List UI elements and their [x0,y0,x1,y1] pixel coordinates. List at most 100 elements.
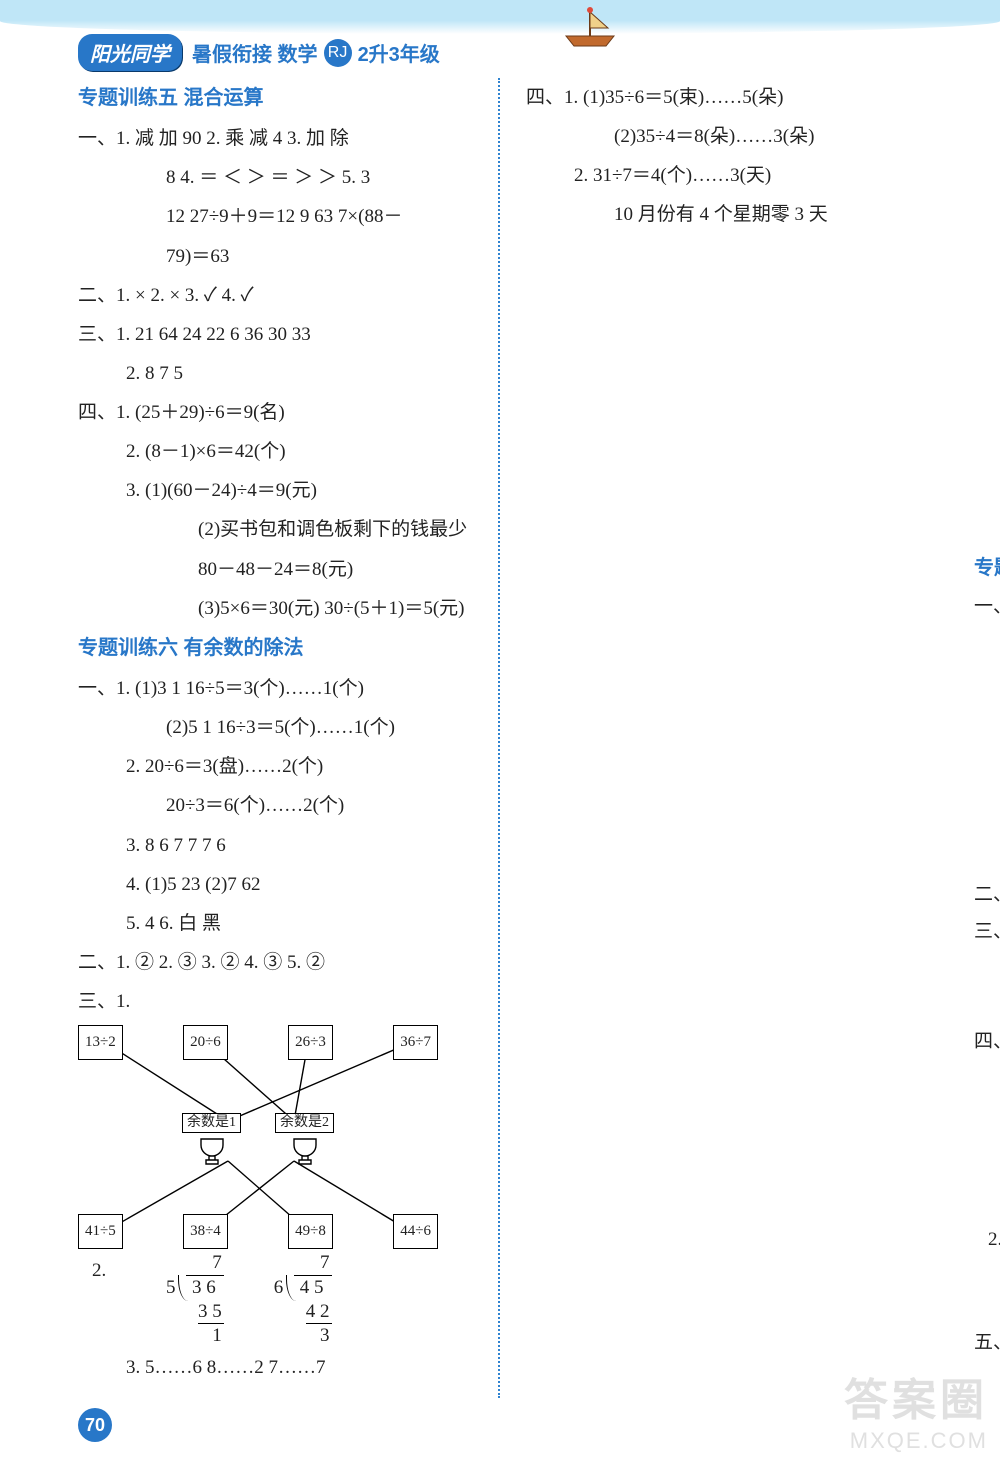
cup-1: 余数是1 [182,1113,241,1164]
text-line: (2)33÷5＝6(条)……3(人) 6＋1＝7(条) [974,235,1000,274]
ld-dividend: 4 5 [300,1277,324,1298]
text-line: 最多够小猴子吃 4 天 [974,508,1000,547]
text-line: 一、1. 10 10 1000 100 2. 1024 [974,589,1000,625]
text-line: 4. (1)5 23 (2)7 62 [78,865,492,904]
boat-icon [560,4,620,48]
item-label: 2. [974,1220,1000,1259]
text-line: (2)35÷4＝8(朵)……3(朵) [526,117,940,156]
text-line: (2)5 1 16÷3＝5(个)……1(个) [78,708,492,747]
text-line: (3)5×6＝30(元) 30÷(5＋1)＝5(元) [78,589,492,628]
text-line: 5063 五千零六十三 3. 十 千 4. 千 [974,661,1000,697]
text-line: 7000 7500 8750 9000 10000 8. 8500 [974,769,1000,805]
item-label: 三、1. [78,982,492,1021]
text-line: 二、1. × 2. × 3. ✓ 4. ✓ [78,276,492,315]
text-line: 5. 6×7＋3＝45(人) [974,352,1000,391]
text-line: 二、1. ③ 2. ③ 3. ③ 4. ① 5. ③ [974,877,1000,913]
text-line: 4. (1)33÷7＝4(条)……5(人) 4＋1＝5(条) [974,156,1000,195]
text-line: 需要租 7 条 [974,274,1000,313]
eq-box: 41÷5 [78,1214,123,1249]
eq-box: 13÷2 [78,1025,123,1060]
text-line: 一千零二十四 4010 四千零一十 [974,625,1000,661]
text-line: 2. 40 6 6000 30 9000 6 [974,986,1000,1022]
trophy-icon [290,1135,320,1165]
text-line: 9. 9999 10000 1 [974,841,1000,877]
eq-box: 38÷4 [183,1214,228,1249]
text-line: 三、1. 70 1500 240 1000 1500 1100 [974,914,1000,950]
ld-quotient: 7 [186,1251,224,1275]
item-label: 2. [78,1251,126,1290]
eq-box: 44÷6 [393,1214,438,1249]
text-line: 3. 1 小时＝60 分钟 60÷9＝6(个)……6(分) [974,78,1000,117]
subject-text: 暑假衔接 数学 [192,38,318,67]
text-line: 5008 5080 5800(后两个空答案不唯一) [974,805,1000,841]
text-line: 3. 5……6 8……2 7……7 [78,1348,492,1387]
text-line: 80－48－24＝8(元) [78,550,492,589]
ld-rem: 3 [306,1324,332,1348]
ld-divisor: 6 [274,1276,284,1300]
text-line: 2. 8 7 5 [78,354,492,393]
text-line: 20÷3＝6(个)……2(个) [78,786,492,825]
longdiv-block: 2. 7 53 6 3 5 1 7 64 5 4 2 3 [78,1251,492,1348]
section-6-title: 专题训练六 有余数的除法 [78,628,492,669]
text-line: 18÷4＝4(天)……2(个) [974,430,1000,469]
text-line: 40÷8＝5(天) [974,469,1000,508]
text-line: 6. 20÷3＝6(天)……2(个) [974,391,1000,430]
ld-divisor: 5 [166,1276,176,1300]
text-line: 2. (8－1)×6＝42(个) [78,432,492,471]
text-line: 百 7799 7801 5. 8 6 6 6 6. ＜ ＞ [974,697,1000,733]
text-line: 四、1. (25＋29)÷6＝9(名) [78,393,492,432]
page-header: 阳光同学 暑假衔接 数学 RJ 2升3年级 [78,34,440,71]
long-division: 7 53 6 3 5 1 [186,1251,224,1348]
ld-sub: 4 2 [306,1300,332,1325]
text-line: 3. (1)(60－24)÷4＝9(元) [78,471,492,510]
section-7-title: 专题训练七 万以内数的认识 [974,548,1000,589]
page-number: 70 [78,1408,112,1442]
ld-quotient: 7 [294,1251,332,1275]
column-rule [498,78,500,1398]
eq-box: 26÷3 [288,1025,333,1060]
watermark-line2: MXQE.COM [844,1428,988,1454]
eq-box: 49÷8 [288,1214,333,1249]
cup-label: 余数是1 [182,1113,241,1132]
text-line: 一、1. 减 加 90 2. 乘 减 4 3. 加 除 [78,119,492,158]
text-line: 5. 4 6. 白 黑 [78,904,492,943]
answer-content: 专题训练五 混合运算 一、1. 减 加 90 2. 乘 减 4 3. 加 除 8… [78,78,940,1414]
long-division: 7 64 5 4 2 3 [294,1251,332,1348]
text-line: 四、1. (1)35÷6＝5(束)……5(朵) [526,78,940,117]
text-line: 10 月份有 4 个星期零 3 天 [526,195,940,234]
text-line: (2)买书包和调色板剩下的钱最少 [78,510,492,549]
eq-box: 20÷6 [183,1025,228,1060]
ld-dividend: 3 6 [192,1277,216,1298]
ld-rem: 1 [198,1324,224,1348]
text-line: 一、1. (1)3 1 16÷5＝3(个)……1(个) [78,669,492,708]
text-line: ＞ ＜ 7. 960 980 1000 1005 1020 [974,733,1000,769]
text-line: 二、1. ② 2. ③ 3. ② 4. ③ 5. ② [78,943,492,982]
cup-label: 余数是2 [275,1113,334,1132]
text-line: 79)＝63 [78,237,492,276]
text-line: 需要租 5 条 [974,195,1000,234]
header-wave [0,0,1000,34]
text-line: 2. 20÷6＝3(盘)……2(个) [78,747,492,786]
text-line: 五、1. (1)低一些 (2)高得多 (3)低得多 [974,1323,1000,1362]
shapes-block: 2. [974,1220,1000,1317]
text-line: (3)4 1 [974,313,1000,352]
text-line: 8 4. ＝ ＜ ＞ ＝ ＞ ＞ 5. 3 [78,158,492,197]
text-line: 2. 500＋500－600＝400(张) [974,1362,1000,1401]
text-line: 9000 3700 900 90 1900 7000 [974,950,1000,986]
grade-text: 2升3年级 [358,38,440,67]
brand-pill: 阳光同学 [78,34,182,71]
section-5-title: 专题训练五 混合运算 [78,78,492,119]
abacus-block: 四、1. 万 千 百 十 个位 位 位 位 位( 420 )万 千 百 十 个位… [974,1022,1000,1214]
text-line: 2. 31÷7＝4(个)……3(天) [526,156,940,195]
eq-box: 36÷7 [393,1025,438,1060]
cup-2: 余数是2 [275,1113,334,1164]
ld-sub: 3 5 [198,1300,224,1325]
text-line: 最多能做 6 个 [974,117,1000,156]
text-line: 3. 8 6 7 7 7 6 [78,826,492,865]
text-line: 三、1. 21 64 24 22 6 36 30 33 [78,315,492,354]
edition-badge: RJ [324,39,352,67]
text-line: 12 27÷9＋9＝12 9 63 7×(88－ [78,197,492,236]
matching-block: 三、1. 13÷2 20÷6 26÷3 36÷7 [78,982,492,1251]
trophy-icon [197,1135,227,1165]
item-label: 四、1. [974,1022,1000,1061]
